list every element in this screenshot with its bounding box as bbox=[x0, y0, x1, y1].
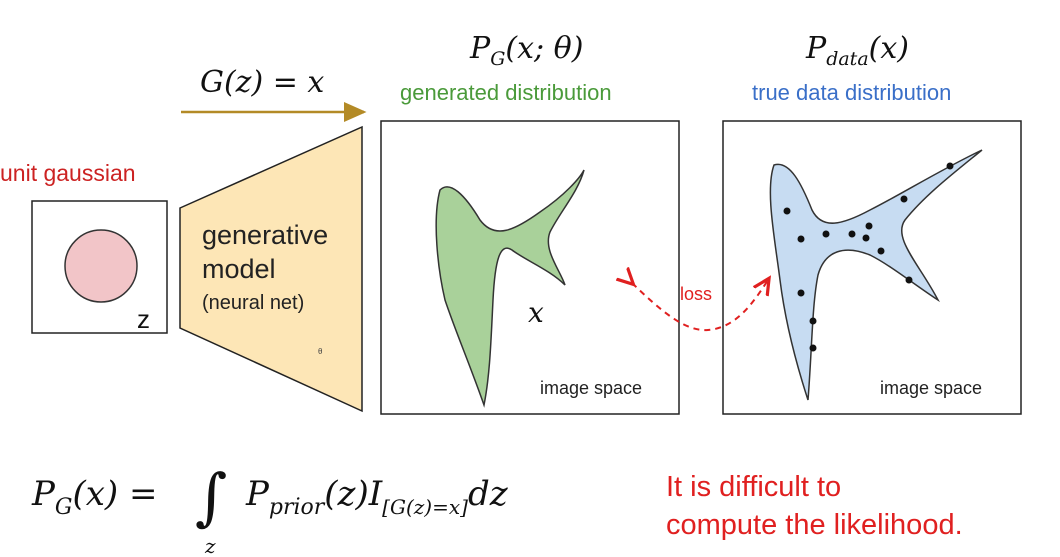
generated-sample-x: x bbox=[528, 296, 544, 329]
data-point bbox=[809, 317, 817, 325]
data-point bbox=[783, 207, 791, 215]
eq-rhs: Pprior(z)I[G(z)=x]dz bbox=[245, 474, 509, 520]
image-space-label-true: image space bbox=[880, 378, 982, 398]
model-label-line2: model bbox=[202, 254, 276, 284]
model-label-line3: (neural net) bbox=[202, 292, 304, 314]
data-point bbox=[822, 230, 830, 238]
difficulty-note-line1: It is difficult to bbox=[666, 471, 841, 503]
generative-model-block bbox=[179, 125, 363, 413]
likelihood-equation: PG(x) = ∫ z Pprior(z)I[G(z)=x]dz bbox=[31, 460, 509, 557]
generated-image-space-box bbox=[380, 120, 680, 415]
difficulty-note-line2: compute the likelihood. bbox=[666, 509, 963, 541]
true-distribution-label: true data distribution bbox=[752, 80, 951, 105]
unit-gaussian-label: unit gaussian bbox=[0, 160, 136, 186]
gaussian-circle bbox=[64, 229, 138, 303]
model-label-line1: generative bbox=[202, 220, 328, 250]
generated-distribution-shape bbox=[435, 169, 585, 408]
data-point bbox=[797, 235, 805, 243]
eq-lhs: PG(x) = bbox=[31, 474, 157, 520]
data-point bbox=[905, 276, 913, 284]
loss-label: loss bbox=[680, 284, 712, 304]
eq-integral-sign: ∫ bbox=[195, 460, 227, 533]
mapping-formula: G(z) = x bbox=[200, 65, 324, 100]
data-point bbox=[946, 162, 954, 170]
eq-integral-variable: z bbox=[204, 534, 216, 557]
generated-distribution-label: generated distribution bbox=[400, 80, 612, 105]
pdata-formula: Pdata(x) bbox=[805, 31, 909, 70]
data-point bbox=[848, 230, 856, 238]
data-point bbox=[865, 222, 873, 230]
image-space-label-generated: image space bbox=[540, 378, 642, 398]
loss-arrow bbox=[632, 280, 768, 332]
data-point bbox=[797, 289, 805, 297]
data-point bbox=[877, 247, 885, 255]
model-theta: θ bbox=[318, 347, 323, 356]
pg-theta-formula: PG(x; θ) bbox=[469, 31, 583, 70]
z-label: z bbox=[137, 304, 150, 334]
data-point bbox=[900, 195, 908, 203]
true-data-points bbox=[783, 162, 954, 352]
data-point bbox=[809, 344, 817, 352]
true-image-space-box bbox=[722, 120, 1022, 415]
true-distribution-shape bbox=[769, 149, 983, 401]
data-point bbox=[862, 234, 870, 242]
